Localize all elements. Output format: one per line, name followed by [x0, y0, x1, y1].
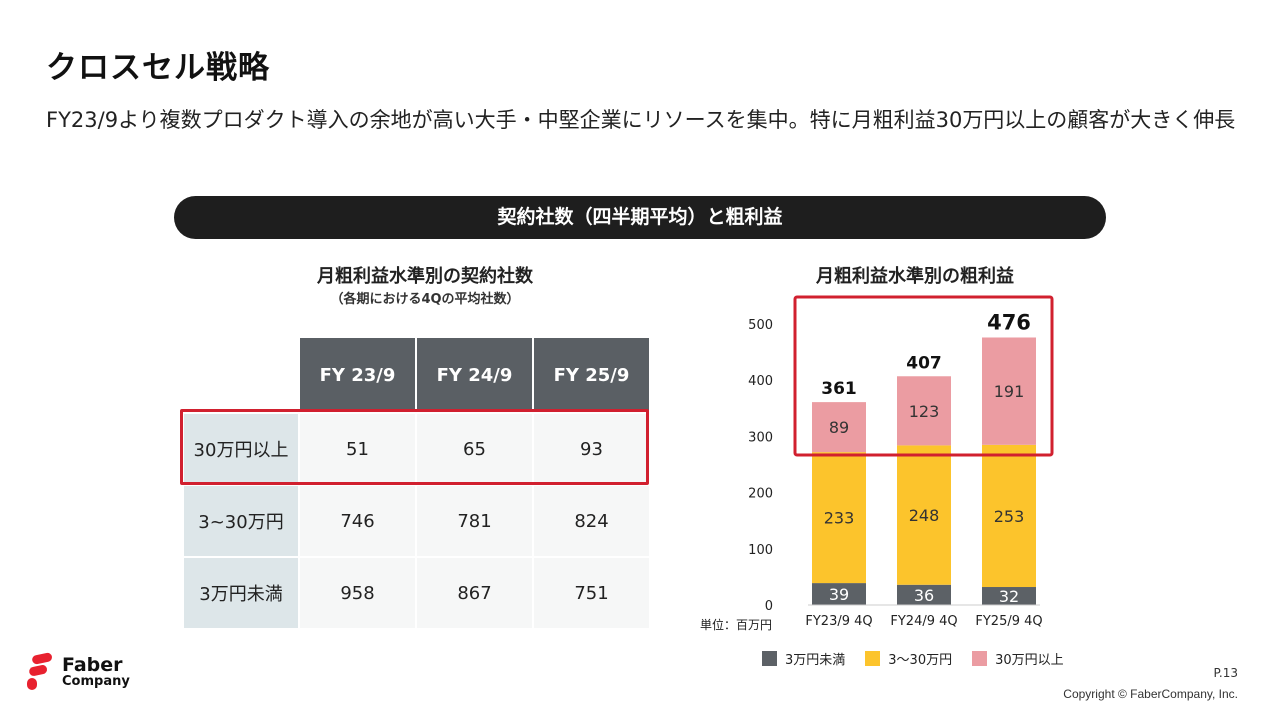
legend-label: 3万円未満 [785, 653, 846, 668]
data-label: 36 [914, 586, 934, 605]
page-subtitle: FY23/9より複数プロダクト導入の余地が高い大手・中堅企業にリソースを集中。特… [46, 108, 1236, 132]
bar-segment [897, 445, 951, 585]
page-number: P.13 [1213, 666, 1238, 680]
bar-segment [897, 584, 951, 605]
row-label: 3~30万円 [184, 486, 298, 556]
table-cell: 93 [534, 414, 649, 484]
table-row: 3万円未満 958 867 751 [184, 558, 649, 628]
x-tick-label: FY25/9 4Q [975, 614, 1042, 629]
data-label: 253 [994, 507, 1025, 526]
table-cell: 958 [300, 558, 415, 628]
unit-label: 単位：百万円 [700, 618, 773, 632]
data-label: 248 [909, 506, 940, 525]
legend-swatch [762, 651, 777, 666]
table-cell: 65 [417, 414, 532, 484]
logo-text-line1: Faber [62, 654, 123, 676]
contracts-table: FY 23/9 FY 24/9 FY 25/9 30万円以上 51 65 93 … [182, 336, 651, 630]
y-tick-label: 100 [748, 543, 773, 558]
table-cell: 781 [417, 486, 532, 556]
legend-swatch [972, 651, 988, 666]
x-tick-label: FY24/9 4Q [890, 614, 957, 629]
y-tick-label: 500 [748, 318, 773, 333]
legend-item: 3〜30万円 [865, 649, 952, 668]
table-subtitle: （各期における4Qの平均社数） [330, 292, 520, 307]
col-header: FY 23/9 [300, 338, 415, 412]
table-cell: 867 [417, 558, 532, 628]
bar-segment [982, 587, 1036, 605]
col-header: FY 24/9 [417, 338, 532, 412]
section-banner: 契約社数（四半期平均）と粗利益 [174, 196, 1106, 239]
table-title: 月粗利益水準別の契約社数 [317, 266, 533, 287]
legend-label: 3〜30万円 [888, 653, 953, 668]
legend-label: 30万円以上 [995, 653, 1064, 668]
total-label: 407 [906, 353, 942, 373]
row-label: 3万円未満 [184, 558, 298, 628]
table-cell: 751 [534, 558, 649, 628]
legend-swatch [865, 651, 881, 666]
table-cell: 824 [534, 486, 649, 556]
bar-segment [982, 337, 1036, 445]
data-label: 89 [829, 418, 849, 437]
data-label: 39 [829, 585, 849, 604]
y-tick-label: 300 [748, 430, 773, 445]
page-title: クロスセル戦略 [46, 50, 270, 86]
legend-item: 30万円以上 [972, 649, 1064, 668]
bar-segment [897, 376, 951, 446]
y-tick-label: 0 [765, 599, 773, 614]
bar-segment [982, 444, 1036, 588]
bar-segment [812, 402, 866, 453]
table-highlight-box [180, 409, 649, 485]
table-row: 3~30万円 746 781 824 [184, 486, 649, 556]
y-tick-label: 200 [748, 487, 773, 502]
total-label: 361 [821, 379, 857, 399]
chart-legend: 3万円未満 3〜30万円 30万円以上 [762, 649, 1064, 668]
total-label: 476 [987, 310, 1031, 334]
bar-segment [812, 452, 866, 584]
logo-text-line2: Company [62, 674, 130, 689]
data-label: 233 [824, 509, 855, 528]
x-tick-label: FY23/9 4Q [805, 614, 872, 629]
table-row: 30万円以上 51 65 93 [184, 414, 649, 484]
data-label: 123 [909, 402, 940, 421]
company-logo: Faber Company [26, 652, 130, 692]
data-label: 191 [994, 382, 1025, 401]
table-cell: 746 [300, 486, 415, 556]
col-header: FY 25/9 [534, 338, 649, 412]
table-cell: 51 [300, 414, 415, 484]
copyright: Copyright © FaberCompany, Inc. [1063, 687, 1238, 701]
bar-segment [812, 583, 866, 605]
chart-title: 月粗利益水準別の粗利益 [816, 266, 1014, 287]
table-header-row: FY 23/9 FY 24/9 FY 25/9 [184, 338, 649, 412]
data-label: 32 [999, 587, 1019, 606]
row-label: 30万円以上 [184, 414, 298, 484]
chart-highlight-box [793, 295, 1054, 457]
legend-item: 3万円未満 [762, 649, 845, 668]
logo-mark-icon [27, 652, 52, 690]
y-tick-label: 400 [748, 374, 773, 389]
